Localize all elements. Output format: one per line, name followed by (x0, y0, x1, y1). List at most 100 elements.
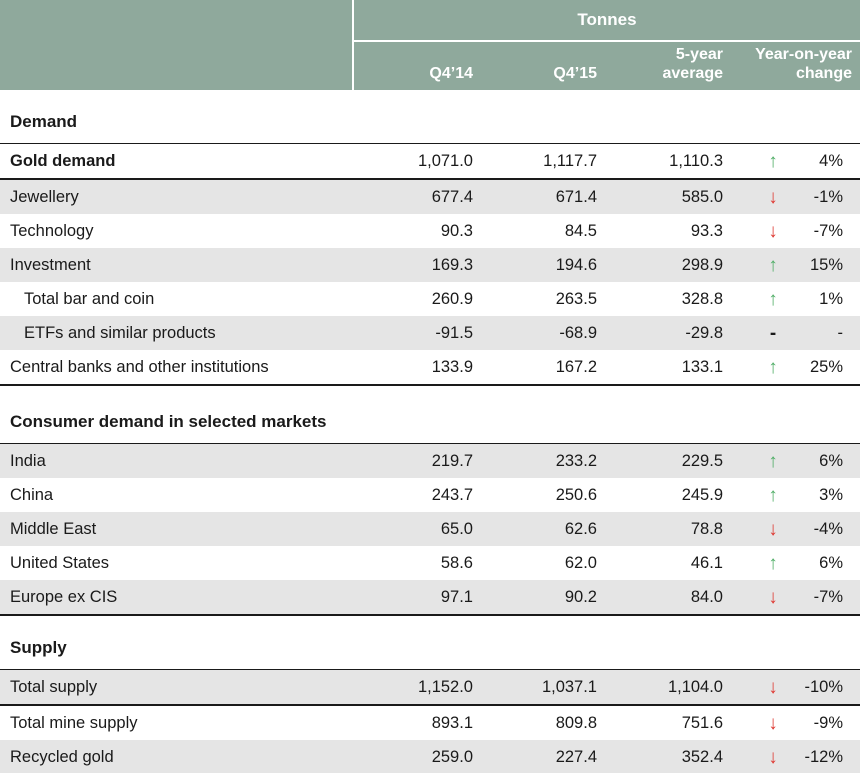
yoy-change-value: 15% (809, 255, 843, 274)
q4-15-value: 84.5 (564, 221, 597, 240)
table-row: Gold demand 1,071.0 1,117.7 1,110.3 ↑ 4% (0, 144, 860, 180)
q4-14-value: 97.1 (440, 587, 473, 606)
column-header-yoy-change: Year-on-year change (755, 46, 852, 83)
q4-14-value: 243.7 (431, 485, 473, 504)
section-title-supply: Supply (0, 616, 860, 670)
q4-15-value: 233.2 (555, 451, 597, 470)
q4-14-value: 58.6 (440, 553, 473, 572)
q4-15-value: 167.2 (555, 357, 597, 376)
table-row: Europe ex CIS 97.1 90.2 84.0 ↓ -7% (0, 580, 860, 616)
section-supply: Supply Total supply 1,152.0 1,037.1 1,104.0 ↓… (0, 616, 860, 773)
yoy-change-value: -10% (804, 677, 843, 696)
column-header-row: Q4’14 Q4’15 5-year average Year-on-year … (0, 42, 860, 90)
down-arrow-icon: ↓ (768, 186, 778, 208)
5yr-average-value: 585.0 (681, 187, 723, 206)
5yr-average-value: 245.9 (681, 485, 723, 504)
yoy-change-value: -7% (813, 587, 843, 606)
column-header-q4-15: Q4’15 (553, 65, 597, 83)
q4-15-value: 90.2 (564, 587, 597, 606)
5yr-average-value: 328.8 (681, 289, 723, 308)
row-label: Total bar and coin (24, 289, 155, 308)
row-label: ETFs and similar products (24, 323, 216, 342)
up-arrow-icon: ↑ (768, 150, 778, 172)
q4-14-value: 133.9 (431, 357, 473, 376)
q4-15-value: 1,037.1 (541, 677, 597, 696)
section-demand: Demand Gold demand 1,071.0 1,117.7 1,110.3 ↑ 4… (0, 90, 860, 386)
down-arrow-icon: ↓ (768, 586, 778, 608)
table-row: Central banks and other institutions 133.… (0, 350, 860, 386)
no-change-dash: - (769, 322, 777, 344)
yoy-change-cell: ↓ -12% (723, 748, 860, 767)
yoy-change-cell: ↑ 3% (723, 486, 860, 505)
row-label: Gold demand (10, 151, 116, 170)
row-label: Central banks and other institutions (10, 357, 269, 376)
up-arrow-icon: ↑ (768, 484, 778, 506)
tonnes-group-header: Tonnes (577, 10, 637, 29)
yoy-change-cell: ↓ -7% (723, 588, 860, 607)
yoy-change-value: 3% (819, 485, 843, 504)
yoy-change-cell: ↑ 15% (723, 256, 860, 275)
section-title-demand: Demand (0, 90, 860, 144)
down-arrow-icon: ↓ (768, 518, 778, 540)
q4-15-value: 263.5 (555, 289, 597, 308)
yoy-change-cell: ↓ -9% (723, 714, 860, 733)
5yr-average-value: 46.1 (690, 553, 723, 572)
yoy-change-value: -4% (813, 519, 843, 538)
yoy-change-cell: ↑ 25% (723, 358, 860, 377)
yoy-change-value: - (837, 323, 844, 342)
5yr-average-value: 1,104.0 (667, 677, 723, 696)
5yr-average-value: 352.4 (681, 747, 723, 766)
table-row: Recycled gold 259.0 227.4 352.4 ↓ -12% (0, 740, 860, 773)
q4-15-value: 1,117.7 (543, 151, 597, 170)
column-header-q4-14: Q4’14 (429, 65, 473, 83)
table-row: United States 58.6 62.0 46.1 ↑ 6% (0, 546, 860, 580)
table-row: Middle East 65.0 62.6 78.8 ↓ -4% (0, 512, 860, 546)
5yr-average-value: 1,110.3 (669, 151, 723, 170)
yoy-change-cell: ↓ -10% (723, 678, 860, 697)
table-body: Demand Gold demand 1,071.0 1,117.7 1,110.3 ↑ 4… (0, 90, 860, 773)
q4-14-value: 219.7 (431, 451, 473, 470)
row-label: United States (10, 553, 110, 572)
5yr-average-value: 751.6 (681, 713, 723, 732)
q4-14-value: 1,152.0 (417, 677, 473, 696)
yoy-change-cell: ↓ -1% (723, 188, 860, 207)
table-row: Total mine supply 893.1 809.8 751.6 ↓ -9% (0, 706, 860, 740)
q4-14-value: 169.3 (431, 255, 473, 274)
table-row: Technology 90.3 84.5 93.3 ↓ -7% (0, 214, 860, 248)
column-header-5yr-average: 5-year average (662, 46, 724, 83)
row-label: Jewellery (10, 187, 79, 206)
yoy-change-value: -9% (813, 713, 843, 732)
5yr-average-value: 78.8 (690, 519, 723, 538)
q4-14-value: 260.9 (431, 289, 473, 308)
yoy-change-cell: ↑ 1% (723, 290, 860, 309)
row-label: Investment (10, 255, 91, 274)
5yr-average-value: 298.9 (681, 255, 723, 274)
yoy-change-cell: ↓ -4% (723, 520, 860, 539)
up-arrow-icon: ↑ (768, 356, 778, 378)
table-row: Investment 169.3 194.6 298.9 ↑ 15% (0, 248, 860, 282)
q4-15-value: 62.6 (564, 519, 597, 538)
section-consumer-demand: Consumer demand in selected markets India… (0, 386, 860, 616)
yoy-change-value: -7% (813, 221, 843, 240)
yoy-change-cell: -- (723, 324, 860, 343)
yoy-change-value: 25% (809, 357, 843, 376)
yoy-change-cell: ↑ 6% (723, 452, 860, 471)
row-label: Total supply (10, 677, 98, 696)
table-row: ETFs and similar products -91.5 -68.9 -29.8… (0, 316, 860, 350)
down-arrow-icon: ↓ (768, 220, 778, 242)
row-label: Technology (10, 221, 94, 240)
down-arrow-icon: ↓ (768, 746, 778, 768)
q4-14-value: 259.0 (431, 747, 473, 766)
q4-14-value: 677.4 (431, 187, 473, 206)
header-horizontal-divider (354, 40, 860, 42)
q4-15-value: 671.4 (555, 187, 597, 206)
yoy-change-cell: ↑ 4% (723, 152, 860, 171)
5yr-average-value: 229.5 (681, 451, 723, 470)
row-label: Recycled gold (10, 747, 114, 766)
row-label: Total mine supply (10, 713, 138, 732)
yoy-change-value: 6% (819, 553, 843, 572)
up-arrow-icon: ↑ (768, 288, 778, 310)
table-row: Total bar and coin 260.9 263.5 328.8 ↑ 1% (0, 282, 860, 316)
q4-14-value: 893.1 (431, 713, 473, 732)
